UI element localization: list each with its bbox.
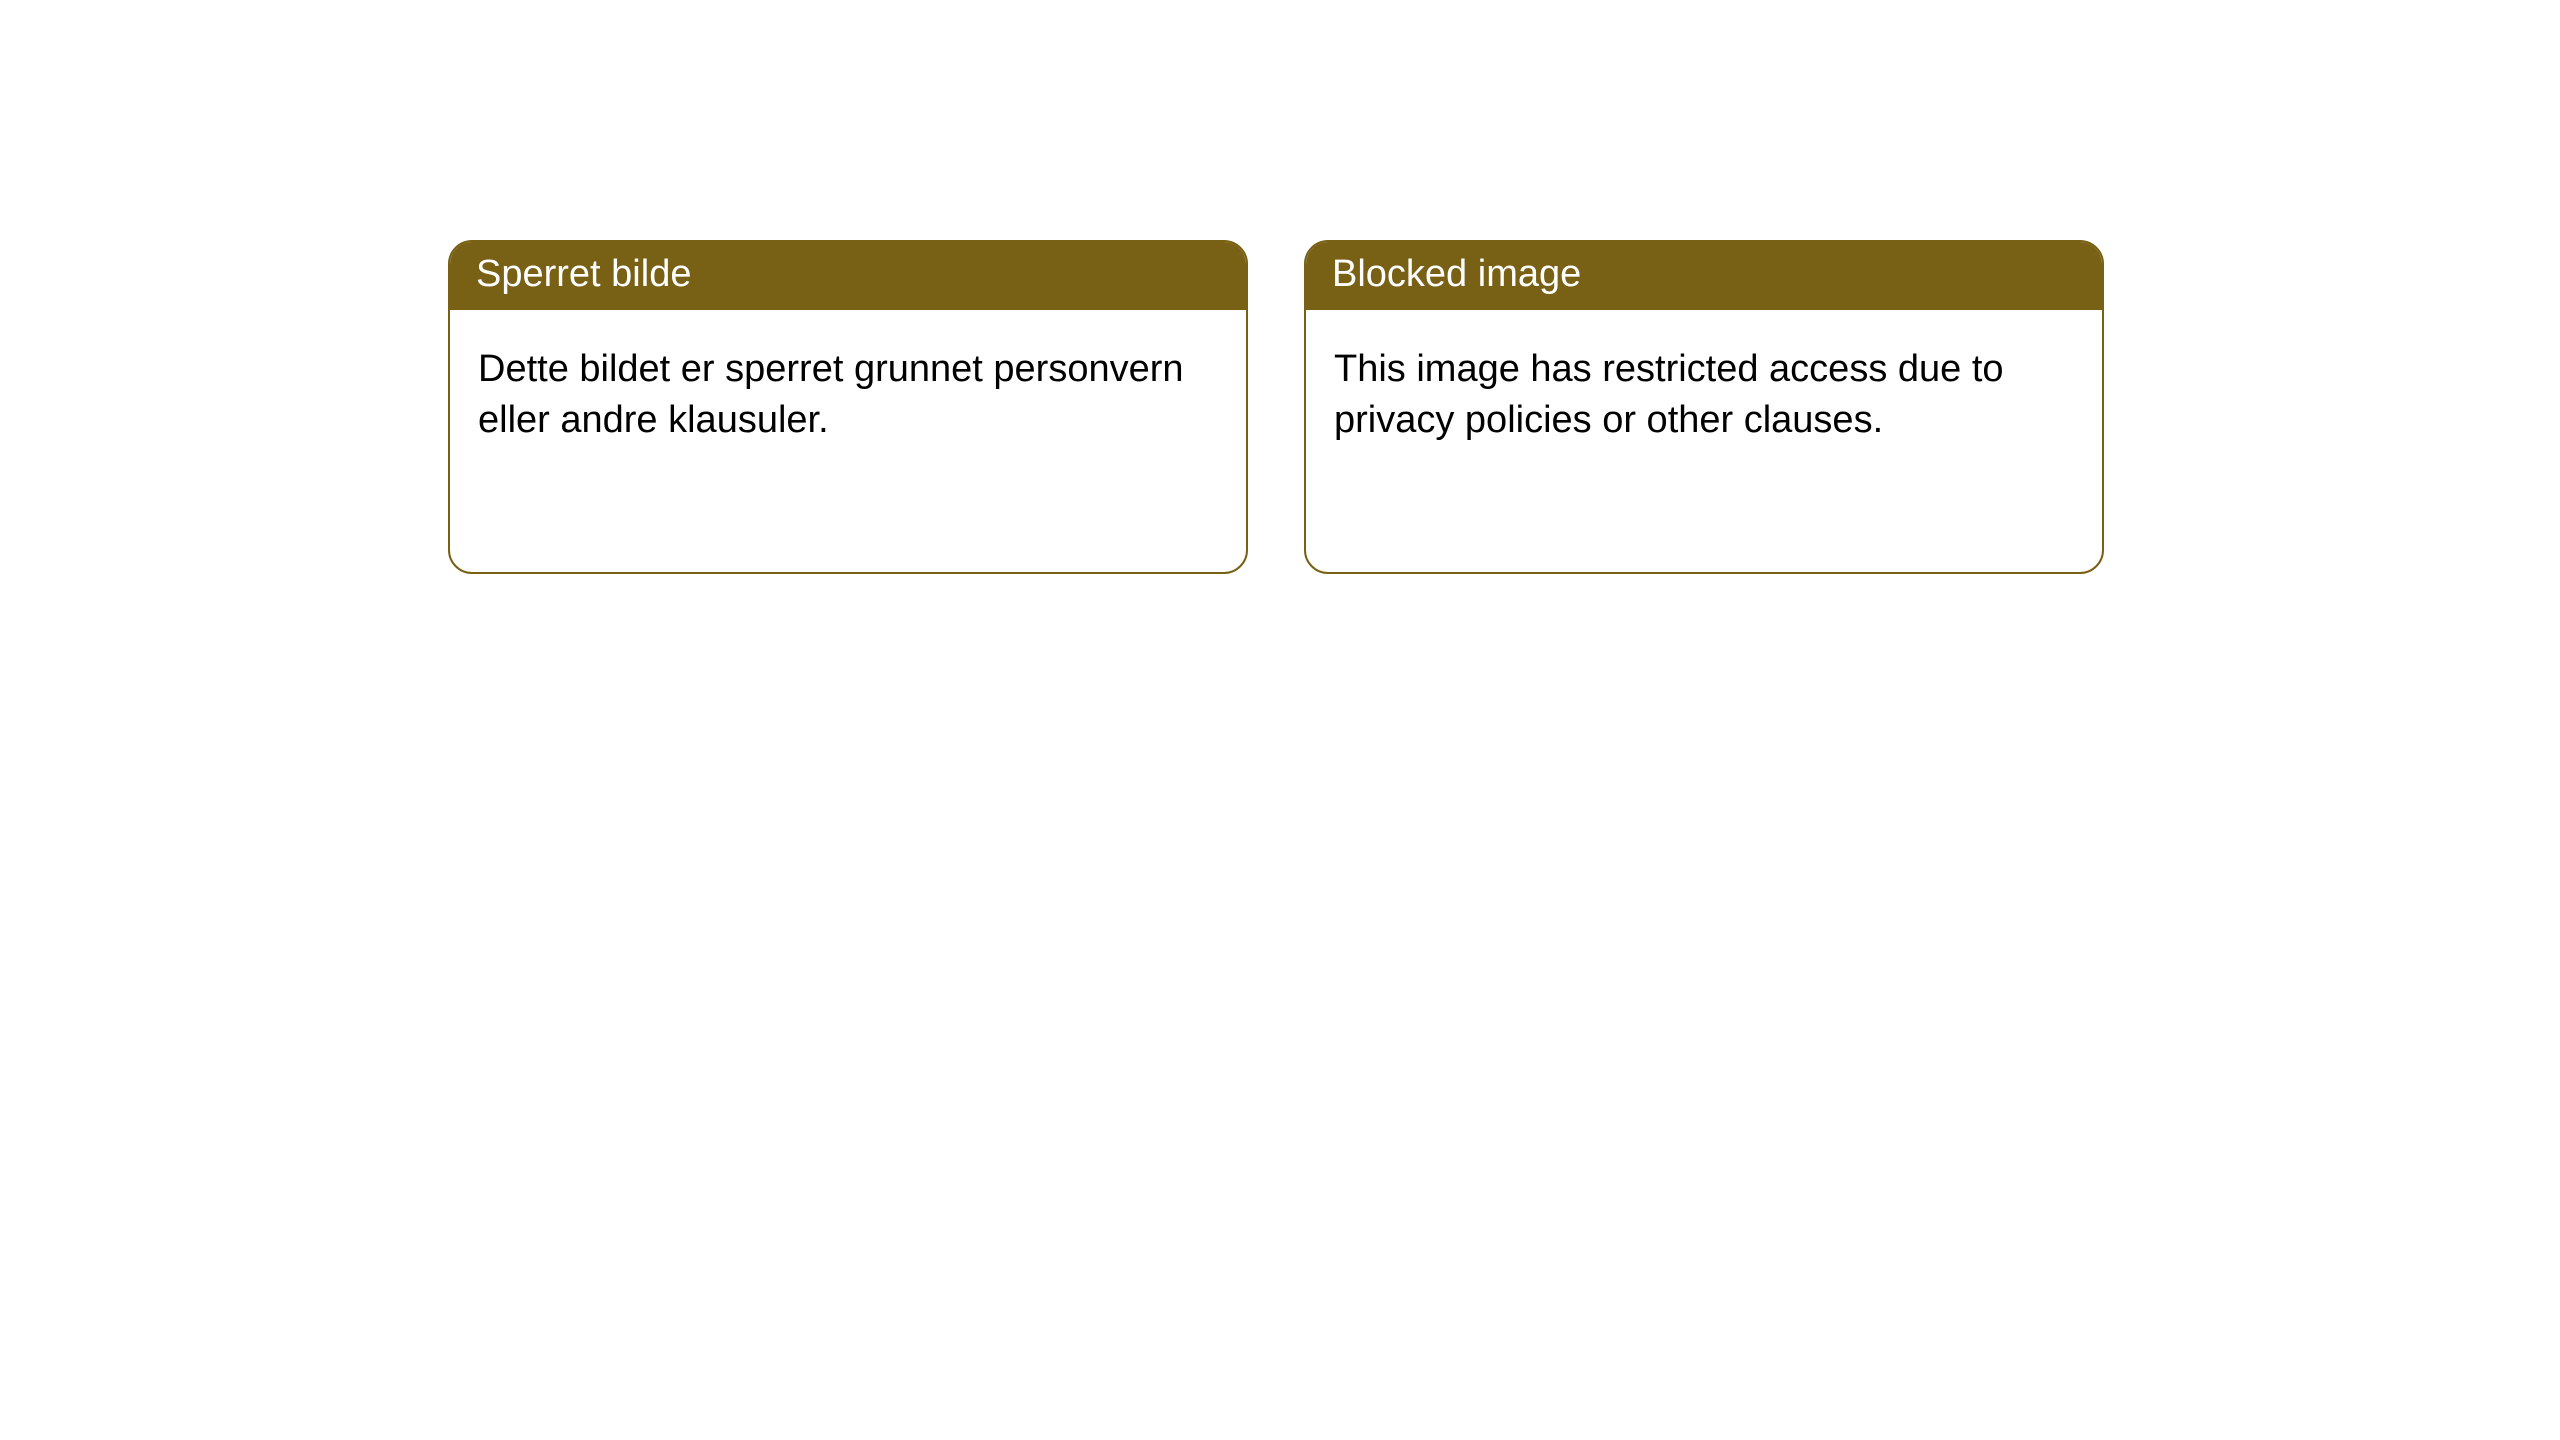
notice-container: Sperret bilde Dette bildet er sperret gr…	[0, 0, 2560, 574]
notice-title-norwegian: Sperret bilde	[450, 242, 1246, 310]
notice-card-norwegian: Sperret bilde Dette bildet er sperret gr…	[448, 240, 1248, 574]
notice-body-english: This image has restricted access due to …	[1306, 310, 2102, 481]
notice-card-english: Blocked image This image has restricted …	[1304, 240, 2104, 574]
notice-body-norwegian: Dette bildet er sperret grunnet personve…	[450, 310, 1246, 481]
notice-title-english: Blocked image	[1306, 242, 2102, 310]
